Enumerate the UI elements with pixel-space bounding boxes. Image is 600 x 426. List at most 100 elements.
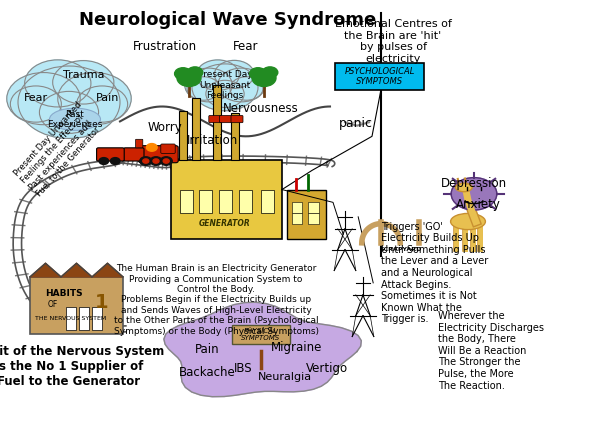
Circle shape [185,68,232,102]
Ellipse shape [49,108,101,130]
FancyBboxPatch shape [139,146,178,163]
Ellipse shape [455,183,472,192]
Circle shape [110,158,120,164]
FancyBboxPatch shape [199,190,212,213]
Circle shape [187,77,220,100]
FancyBboxPatch shape [171,160,282,239]
FancyBboxPatch shape [261,190,274,213]
Text: GENERATOR: GENERATOR [199,219,251,228]
Circle shape [143,159,149,163]
Text: PSYCHOLOGICAL
SYMPTOMS: PSYCHOLOGICAL SYMPTOMS [344,67,415,86]
Circle shape [146,144,157,151]
Circle shape [252,69,276,86]
Text: Trauma: Trauma [63,69,105,80]
FancyBboxPatch shape [292,202,302,213]
Text: Migraine: Migraine [271,341,323,354]
FancyBboxPatch shape [30,277,123,334]
Text: Fear: Fear [233,40,259,53]
FancyBboxPatch shape [219,190,232,213]
Text: panic: panic [339,117,373,130]
Circle shape [262,67,278,78]
Circle shape [77,86,128,122]
Text: Emotional Centres of
the Brain are 'hit'
by pulses of
electricity: Emotional Centres of the Brain are 'hit'… [335,19,451,64]
Circle shape [187,67,203,78]
Ellipse shape [451,213,485,230]
FancyBboxPatch shape [231,113,239,160]
FancyBboxPatch shape [97,148,124,161]
FancyBboxPatch shape [287,190,326,239]
Text: PHYSICAL
SYMPTOMS: PHYSICAL SYMPTOMS [241,328,281,341]
FancyBboxPatch shape [79,307,89,330]
Circle shape [25,60,91,107]
FancyBboxPatch shape [92,307,102,330]
Circle shape [18,66,120,138]
Circle shape [58,72,131,125]
Circle shape [192,64,258,111]
Text: Wherever the
Electricity Discharges
the Body, There
Will Be a Reaction
The Stron: Wherever the Electricity Discharges the … [438,311,544,391]
FancyBboxPatch shape [180,190,193,213]
Text: IBS: IBS [233,362,253,375]
Circle shape [150,157,162,165]
Circle shape [214,60,254,89]
Text: Frustration: Frustration [133,40,197,53]
Circle shape [451,178,497,210]
Circle shape [196,60,239,90]
FancyBboxPatch shape [213,85,221,160]
FancyBboxPatch shape [136,139,143,148]
Text: Present Day
Unpleasant
Feelings: Present Day Unpleasant Feelings [197,70,253,100]
Text: Backache: Backache [179,366,235,379]
Circle shape [230,77,263,100]
Text: SCRAPYARD: SCRAPYARD [379,247,421,252]
FancyBboxPatch shape [335,63,424,90]
Circle shape [163,159,169,163]
FancyBboxPatch shape [66,307,76,330]
FancyBboxPatch shape [220,115,232,123]
Text: Nervousness: Nervousness [223,102,299,115]
Circle shape [206,80,244,107]
Text: Vertigo: Vertigo [306,362,348,375]
FancyBboxPatch shape [292,213,302,224]
Circle shape [153,159,159,163]
Circle shape [99,158,109,164]
Text: Past
Experiences: Past Experiences [47,109,103,129]
Text: Present Day Unwanted
Feelings the Effect of
Past experiences add
Fuel to the Gen: Present Day Unwanted Feelings the Effect… [12,100,107,199]
Circle shape [177,69,201,86]
FancyBboxPatch shape [192,98,200,160]
Polygon shape [61,263,92,277]
Text: Neurological Wave Syndrome: Neurological Wave Syndrome [79,11,377,29]
Text: Fear: Fear [24,93,48,103]
Circle shape [7,72,80,125]
FancyBboxPatch shape [179,111,187,160]
FancyBboxPatch shape [308,202,319,213]
Text: Habit of the Nervous System
is the No 1 Supplier of
Fuel to the Generator: Habit of the Nervous System is the No 1 … [0,345,164,388]
Circle shape [53,60,114,104]
Text: The Human Brain is an Electricity Generator
Providing a Communication System to
: The Human Brain is an Electricity Genera… [113,264,319,336]
Text: Irritation: Irritation [187,134,239,147]
Circle shape [140,157,152,165]
Circle shape [160,157,172,165]
Circle shape [40,92,98,133]
Polygon shape [92,263,123,277]
FancyBboxPatch shape [232,325,290,344]
Circle shape [10,86,61,122]
Text: Anxiety: Anxiety [456,198,501,211]
FancyBboxPatch shape [209,115,221,123]
Text: Worry: Worry [148,121,182,134]
Circle shape [175,68,191,80]
Circle shape [250,68,266,80]
FancyBboxPatch shape [161,144,175,153]
FancyBboxPatch shape [231,115,243,123]
FancyBboxPatch shape [124,148,144,161]
Text: Pain: Pain [97,93,119,103]
Text: Depression: Depression [441,177,507,190]
Circle shape [218,68,265,102]
FancyBboxPatch shape [308,213,319,224]
Text: HABITS: HABITS [45,288,83,297]
Text: Pain: Pain [194,343,220,356]
Text: THE NERVOUS SYSTEM: THE NERVOUS SYSTEM [35,316,106,321]
Polygon shape [164,302,361,397]
Text: OF: OF [48,300,58,309]
Polygon shape [30,263,61,277]
Text: Neuralgia: Neuralgia [258,372,312,382]
Text: Triggers 'GO'
Electricity Builds Up
Until Something Pulls
the Lever and a Lever
: Triggers 'GO' Electricity Builds Up Unti… [381,222,488,324]
